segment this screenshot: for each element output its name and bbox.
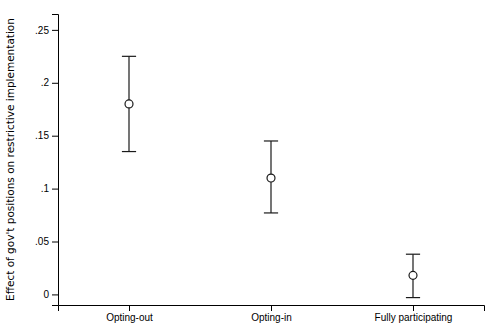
- x-tick-mark: [413, 305, 414, 311]
- x-tick: Fully participating: [375, 305, 453, 323]
- point: [125, 100, 133, 108]
- x-tick-label: Opting-in: [251, 312, 292, 323]
- y-tick: .05: [35, 236, 58, 247]
- ci-cap-lower: [406, 297, 420, 298]
- y-tick-label: 0: [43, 289, 49, 300]
- y-tick-mark: [52, 136, 58, 137]
- y-tick-label: .2: [41, 77, 50, 88]
- ci-cap-upper: [406, 254, 420, 255]
- y-tick-mark: [52, 189, 58, 190]
- y-axis-title: Effect of gov't positions on restrictive…: [4, 18, 16, 301]
- x-tick: Opting-out: [106, 305, 153, 323]
- y-tick-label: .25: [35, 25, 49, 36]
- y-axis-line: [52, 15, 59, 306]
- error-bar: [406, 254, 420, 297]
- y-tick-mark: [52, 83, 58, 84]
- ci-cap-lower: [264, 212, 278, 213]
- ci-cap-upper: [122, 56, 136, 57]
- chart-container: 0 .05 .1 .15 .2 .25 Opting-out Opting-in Fully p…: [0, 0, 500, 335]
- y-tick: 0: [43, 289, 58, 300]
- point: [409, 271, 417, 279]
- x-tick: Opting-in: [251, 305, 292, 323]
- marks: [122, 56, 420, 297]
- y-tick-mark: [52, 30, 58, 31]
- x-tick-mark: [271, 305, 272, 311]
- y-tick-label: .15: [35, 130, 49, 141]
- ci-cap-upper: [264, 140, 278, 141]
- error-bar: [122, 56, 136, 151]
- chart-svg: 0 .05 .1 .15 .2 .25 Opting-out Opting-in Fully p…: [0, 0, 500, 335]
- x-axis-line: [59, 306, 485, 312]
- x-tick-mark: [129, 305, 130, 311]
- y-axis: 0 .05 .1 .15 .2 .25: [35, 15, 58, 306]
- y-tick-label: .1: [41, 183, 50, 194]
- y-tick-mark: [52, 294, 58, 295]
- x-tick-label: Opting-out: [106, 312, 153, 323]
- x-tick-label: Fully participating: [375, 312, 453, 323]
- plot-area: 0 .05 .1 .15 .2 .25 Opting-out Opting-in Fully p…: [35, 15, 484, 324]
- y-tick-mark: [52, 242, 58, 243]
- point: [267, 174, 275, 182]
- x-axis: Opting-out Opting-in Fully participating: [59, 305, 485, 323]
- y-tick: .25: [35, 25, 58, 36]
- y-tick: .15: [35, 130, 58, 141]
- y-tick: .1: [41, 183, 58, 194]
- error-bar: [264, 141, 278, 213]
- ci-cap-lower: [122, 151, 136, 152]
- y-tick-label: .05: [35, 236, 49, 247]
- y-tick: .2: [41, 77, 58, 88]
